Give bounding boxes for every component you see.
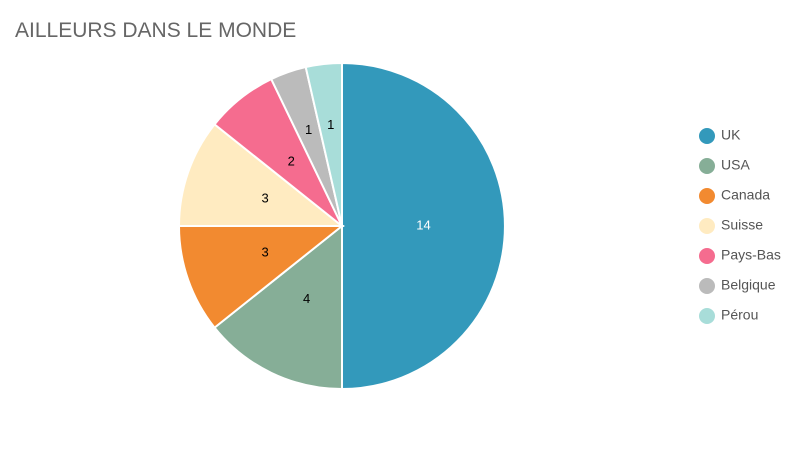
data-label: 1 [327,117,334,132]
data-label: 4 [303,291,310,306]
legend-swatch [699,308,715,324]
legend-label: Pays-Bas [721,247,781,263]
legend-label: USA [721,157,750,173]
pie-slice [177,225,345,330]
pie-slice [304,61,343,227]
legend-swatch [699,128,715,144]
legend-label: Suisse [721,217,763,233]
pie-slice [341,61,506,391]
data-label: 1 [305,122,312,137]
pie-slice [213,223,343,391]
legend-swatch [699,218,715,234]
data-label: 3 [261,244,268,259]
pie-slice [177,122,345,227]
legend-label: UK [721,127,741,143]
data-label: 14 [416,217,430,232]
legend-label: Canada [721,187,770,203]
legend-swatch [699,188,715,204]
legend-label: Belgique [721,277,776,293]
legend-swatch [699,158,715,174]
data-label: 2 [288,154,295,169]
legend-swatch [699,278,715,294]
chart-title: AILLEURS DANS LE MONDE [15,19,296,42]
legend-swatch [699,248,715,264]
data-label: 3 [261,191,268,206]
legend-label: Pérou [721,307,758,323]
